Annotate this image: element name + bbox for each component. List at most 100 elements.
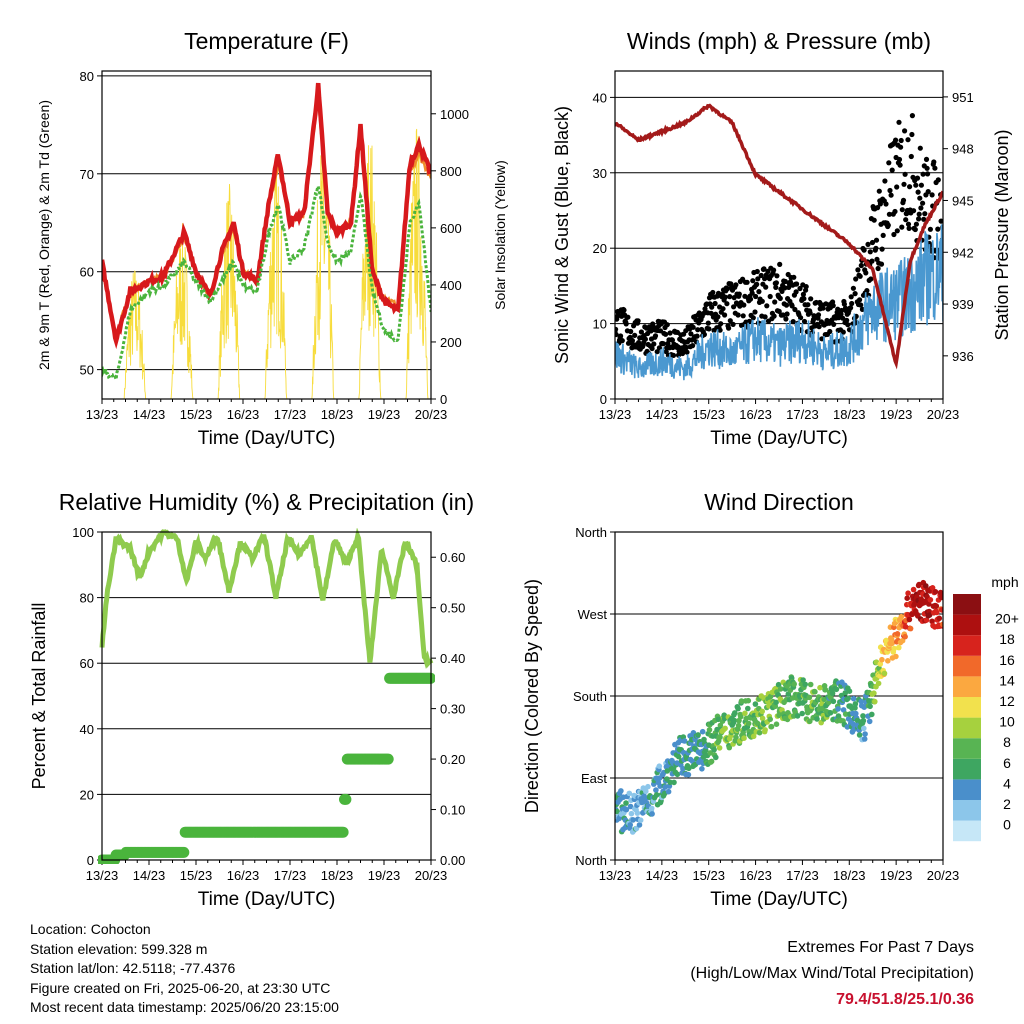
gust-point — [669, 337, 676, 343]
gust-point — [741, 302, 747, 308]
y2-tick-label: 0.30 — [440, 702, 465, 717]
legend-swatch — [953, 614, 981, 636]
direction-point — [938, 594, 943, 601]
gust-point — [891, 231, 897, 238]
y-tick-label: East — [581, 771, 607, 786]
x-tick-label: 15/23 — [180, 868, 213, 883]
direction-point — [715, 716, 722, 723]
y-axis-label: Direction (Colored By Speed) — [522, 579, 542, 813]
y2-tick-label: 600 — [440, 221, 462, 236]
direction-point — [653, 792, 660, 798]
gust-point — [783, 316, 789, 322]
gust-point — [922, 211, 928, 217]
gust-point — [921, 216, 927, 222]
winds-plot-area — [615, 103, 943, 381]
gust-point — [705, 320, 711, 326]
gust-point — [841, 301, 848, 307]
gust-point — [731, 295, 737, 301]
direction-point — [853, 710, 859, 717]
gust-point — [717, 327, 723, 333]
y2-tick-label: 0.60 — [440, 550, 465, 565]
winds-pressure-panel: Winds (mph) & Pressure (mb) 0 10 20 30 40 936 9… — [552, 28, 1012, 449]
gust-point — [762, 314, 768, 320]
gust-point — [615, 326, 619, 332]
gust-point — [649, 345, 655, 352]
y2-tick-label: 0.00 — [440, 853, 465, 868]
x-tick-label: 20/23 — [927, 407, 960, 422]
direction-point — [845, 695, 851, 702]
legend-swatch — [953, 697, 981, 718]
x-tick-label: 15/23 — [692, 868, 725, 883]
gust-point — [903, 217, 909, 223]
gust-point — [783, 302, 790, 308]
direction-point — [695, 732, 701, 738]
direction-point — [881, 670, 888, 677]
gust-point — [801, 296, 807, 302]
direction-point — [726, 744, 733, 751]
gust-point — [902, 171, 908, 177]
direction-point — [807, 718, 813, 725]
gust-point — [849, 300, 855, 307]
gust-point — [654, 349, 660, 355]
legend-label: 12 — [999, 693, 1015, 709]
gust-point — [759, 298, 765, 304]
gust-point — [830, 303, 836, 309]
direction-point — [628, 810, 635, 817]
direction-point — [630, 817, 636, 823]
y2-tick-label: 942 — [952, 245, 974, 260]
x-tick-label: 16/23 — [739, 407, 772, 422]
gust-point — [755, 276, 761, 282]
gust-point — [867, 249, 873, 255]
direction-point — [737, 713, 744, 720]
direction-point — [713, 754, 719, 761]
x-tick-label: 17/23 — [786, 868, 819, 883]
direction-point — [665, 788, 672, 795]
y-tick-label: 20 — [593, 241, 607, 256]
x-axis-label: Time (Day/UTC) — [198, 889, 336, 910]
direction-point — [706, 727, 713, 733]
gust-point — [878, 261, 885, 267]
x-tick-label: 13/23 — [86, 407, 119, 422]
direction-point — [877, 661, 884, 667]
direction-point — [615, 808, 620, 815]
x-tick-label: 15/23 — [180, 407, 213, 422]
gust-point — [907, 184, 913, 190]
panel-title: Wind Direction — [704, 489, 854, 515]
direction-point — [861, 725, 867, 732]
gust-point — [793, 289, 799, 295]
direction-point — [768, 723, 775, 730]
y-tick-label: 0 — [600, 392, 607, 407]
x-tick-label: 18/23 — [833, 407, 866, 422]
gust-point — [845, 322, 851, 328]
gust-point — [923, 156, 930, 162]
gust-point — [917, 145, 923, 151]
x-tick-label: 16/23 — [739, 868, 772, 883]
direction-point — [842, 690, 849, 696]
y-tick-label: 40 — [593, 90, 607, 105]
gust-point — [777, 295, 783, 301]
direction-point — [932, 589, 939, 595]
gust-point — [886, 211, 893, 217]
y-axis-label: Percent & Total Rainfall — [29, 603, 49, 790]
direction-point — [702, 747, 709, 754]
direction-point — [934, 609, 940, 616]
gust-point — [670, 352, 677, 358]
legend-label: 18 — [999, 631, 1015, 647]
gust-point — [858, 302, 864, 308]
gust-point — [771, 313, 777, 319]
gust-point — [886, 160, 892, 166]
gust-point — [864, 288, 870, 294]
gust-point — [727, 318, 733, 324]
gust-point — [899, 224, 905, 230]
direction-point — [933, 603, 940, 609]
legend-swatch — [953, 820, 981, 842]
gust-point — [880, 232, 886, 238]
x-tick-label: 13/23 — [86, 868, 119, 883]
x-tick-label: 20/23 — [927, 868, 960, 883]
direction-point — [904, 595, 910, 601]
y-tick-label: West — [578, 607, 608, 622]
direction-point — [885, 658, 891, 664]
gust-point — [916, 211, 922, 217]
legend-swatch — [953, 635, 981, 656]
x-tick-label: 15/23 — [692, 407, 725, 422]
